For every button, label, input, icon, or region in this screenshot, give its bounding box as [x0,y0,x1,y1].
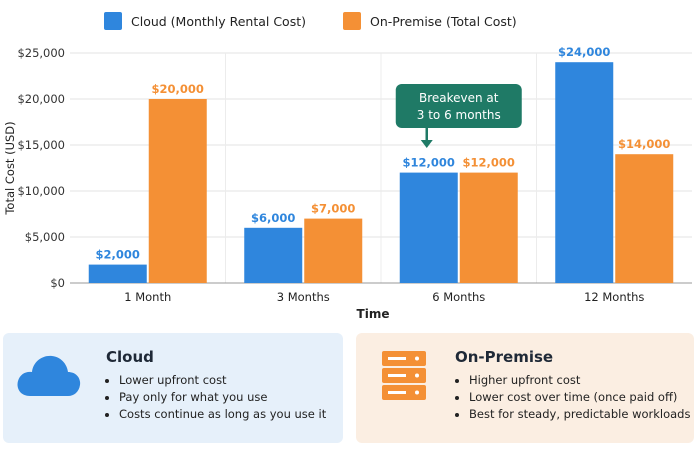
onprem-bullet: Higher upfront cost [469,372,690,389]
breakeven-arrow-head [420,140,433,148]
cloud-bullet-list: Lower upfront cost Pay only for what you… [107,372,326,423]
cloud-data-label: $2,000 [96,248,140,262]
cloud-bar [399,172,458,283]
onprem-data-label: $12,000 [463,156,515,170]
x-tick-label: 12 Months [584,290,644,304]
breakeven-text-line1: Breakeven at [419,91,499,105]
cloud-bullet: Pay only for what you use [119,389,326,406]
server-icon [382,351,426,400]
x-axis-title: Time [357,307,390,321]
onprem-data-label: $20,000 [152,82,204,96]
x-tick-label: 3 Months [277,290,330,304]
x-tick-label: 1 Month [124,290,171,304]
y-tick-label: $15,000 [17,138,65,152]
cost-comparison-chart: $0 $5,000 $10,000 $15,000 $20,000 $25,000 $2,0… [3,12,692,321]
cloud-bullet: Costs continue as long as you use it [119,406,326,423]
cloud-bullet: Lower upfront cost [119,372,326,389]
breakeven-text-line2: 3 to 6 months [417,108,501,122]
onprem-bullet: Lower cost over time (once paid off) [469,389,690,406]
cloud-data-label: $24,000 [558,45,610,59]
onprem-bar [304,218,363,283]
onprem-bar [459,172,518,283]
breakeven-callout [395,84,522,128]
legend-label-onprem: On-Premise (Total Cost) [370,14,517,29]
y-tick-label: $5,000 [25,230,65,244]
cloud-data-label: $6,000 [251,211,295,225]
onprem-data-label: $14,000 [618,137,670,151]
y-tick-label: $0 [50,276,65,290]
cloud-bar [555,62,614,284]
cloud-card-title: Cloud [106,348,154,366]
cloud-data-label: $12,000 [403,156,455,170]
y-tick-label: $20,000 [17,92,65,106]
onprem-data-label: $7,000 [311,202,355,216]
cloud-bar [88,264,147,283]
y-tick-label: $25,000 [17,46,65,60]
y-tick-label: $10,000 [17,184,65,198]
legend-label-cloud: Cloud (Monthly Rental Cost) [131,14,306,29]
onprem-card-title: On-Premise [455,348,554,366]
cloud-icon [17,355,81,396]
cloud-bar [244,227,303,283]
legend-swatch-onprem [343,12,361,30]
onprem-bar [148,99,207,283]
onprem-bar [615,154,674,283]
onprem-bullet-list: Higher upfront cost Lower cost over time… [457,372,690,423]
onprem-bullet: Best for steady, predictable workloads [469,406,690,423]
legend-swatch-cloud [104,12,122,30]
y-axis-title: Total Cost (USD) [3,121,17,215]
x-tick-label: 6 Months [432,290,485,304]
